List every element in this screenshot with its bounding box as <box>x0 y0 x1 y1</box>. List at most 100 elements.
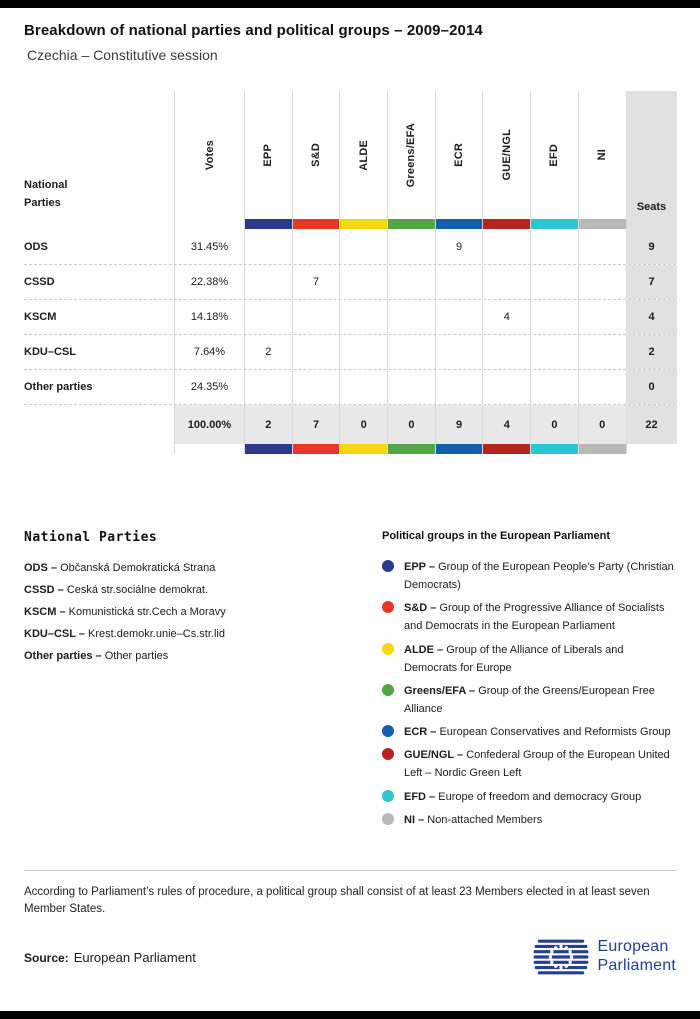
table-row-kdu-csl: KDU–CSL 7.64% 2 2 <box>24 334 677 369</box>
gue-ngl-header-label: GUE/NGL <box>500 129 513 181</box>
european-parliament-logo: European Parliament <box>533 938 676 976</box>
table-row-total: 100.00% 2 7 0 0 9 4 0 0 22 <box>24 404 677 444</box>
total-seats-cell: 9 <box>625 229 677 264</box>
seat-cell-greens-efa <box>387 265 435 299</box>
group-legend-item-ecr: ECR – European Conservatives and Reformi… <box>382 723 676 741</box>
ecr-color-bar <box>434 444 483 454</box>
seat-cell-gue-ngl <box>482 370 530 404</box>
seat-cell-gue-ngl <box>482 229 530 264</box>
votes-cell: 31.45% <box>174 229 244 264</box>
seat-cell-epp: 2 <box>244 335 292 369</box>
seats-header-label: Seats <box>636 201 667 213</box>
corner-header-national-parties: National Parties <box>24 91 174 229</box>
total-cell-epp: 2 <box>244 405 292 444</box>
seat-cell-ecr <box>434 265 483 299</box>
seat-cell-gue-ngl: 4 <box>482 300 530 334</box>
group-column-header-ecr: ECR <box>434 91 483 229</box>
seat-cell-ecr <box>434 300 483 334</box>
gue-ngl-color-bar <box>482 444 531 454</box>
page-subtitle: Czechia – Constitutive session <box>27 47 218 63</box>
bottom-color-bars <box>24 444 676 454</box>
seat-cell-epp <box>244 300 292 334</box>
corner-label-line: Parties <box>24 197 61 210</box>
total-seats-cell: 7 <box>625 265 677 299</box>
seat-cell-greens-efa <box>387 335 435 369</box>
seat-cell-alde <box>339 370 387 404</box>
greens-efa-color-bar <box>388 219 435 229</box>
epp-color-bar <box>245 219 292 229</box>
empty-cell <box>24 405 174 444</box>
total-cell-sd: 7 <box>291 405 340 444</box>
seats-column-header: Seats <box>625 91 677 229</box>
votes-cell: 24.35% <box>174 370 244 404</box>
seat-cell-ecr <box>434 370 483 404</box>
seat-cell-epp <box>244 370 292 404</box>
seat-cell-ecr <box>434 335 483 369</box>
party-legend-item: CSSD – Ceská str.sociálne demokrat. <box>24 584 209 596</box>
seat-cell-greens-efa <box>387 229 435 264</box>
seat-cell-ecr: 9 <box>434 229 483 264</box>
corner-label-line: National <box>24 178 68 191</box>
greens-efa-color-bar <box>387 444 435 454</box>
sd-color-bar <box>291 444 340 454</box>
total-seats-cell: 4 <box>625 300 677 334</box>
gue-ngl-legend-dot <box>382 748 394 761</box>
party-name-cell: Other parties <box>24 381 93 393</box>
political-groups-legend-title: Political groups in the European Parliam… <box>382 530 610 542</box>
table-row-kscm: KSCM 14.18% 4 4 <box>24 299 677 334</box>
ecr-legend-dot <box>382 725 394 738</box>
efd-header-label: EFD <box>548 143 561 167</box>
political-groups-legend: Political groups in the European Parliam… <box>382 530 676 834</box>
votes-cell: 14.18% <box>174 300 244 334</box>
ecr-color-bar <box>435 219 483 229</box>
source-value: European Parliament <box>73 949 196 965</box>
total-cell-greens-efa: 0 <box>387 405 435 444</box>
procedure-note: According to Parliament’s rules of proce… <box>24 885 650 916</box>
seat-cell-sd: 7 <box>291 265 340 299</box>
group-legend-item-efd: EFD – Europe of freedom and democracy Gr… <box>382 788 676 806</box>
alde-legend-dot <box>382 642 394 655</box>
sd-legend-dot <box>382 601 394 614</box>
seat-cell-efd <box>530 370 578 404</box>
group-column-header-gue-ngl: GUE/NGL <box>482 91 531 229</box>
total-seats-cell: 2 <box>625 335 677 369</box>
source-row: Source: European Parliament <box>24 938 676 976</box>
total-seats-cell: 0 <box>625 370 677 404</box>
total-cell-efd: 0 <box>530 405 578 444</box>
total-cell-ecr: 9 <box>434 405 483 444</box>
party-name-cell: KSCM <box>24 311 57 323</box>
group-legend-item-alde: ALDE – Group of the Alliance of Liberals… <box>382 641 676 677</box>
seat-cell-sd <box>291 335 340 369</box>
seat-cell-epp <box>244 229 292 264</box>
gue-ngl-color-bar <box>483 219 531 229</box>
seat-cell-efd <box>530 229 578 264</box>
table-row-cssd: CSSD 22.38% 7 7 <box>24 264 677 299</box>
table-row-ods: ODS 31.45% 9 9 <box>24 229 677 264</box>
table-row-other-parties: Other parties 24.35% 0 <box>24 369 677 404</box>
group-column-header-greens-efa: Greens/EFA <box>387 91 435 229</box>
efd-color-bar <box>530 444 578 454</box>
empty-cell <box>174 444 244 454</box>
seat-cell-alde <box>339 335 387 369</box>
page-content: Breakdown of national parties and politi… <box>24 22 677 976</box>
seat-cell-ni <box>577 370 626 404</box>
seat-cell-greens-efa <box>387 370 435 404</box>
group-legend-item-gue-ngl: GUE/NGL – Confederal Group of the Europe… <box>382 746 676 782</box>
seat-cell-sd <box>291 300 340 334</box>
results-table: National Parties Votes EPP S&D ALDE Gree… <box>24 91 677 454</box>
sd-header-label: S&D <box>310 143 323 167</box>
page-title: Breakdown of national parties and politi… <box>24 22 483 39</box>
legend-section: National Parties ODS – Občanská Demokrat… <box>24 530 676 834</box>
epp-header-label: EPP <box>262 143 275 167</box>
group-column-header-sd: S&D <box>291 91 340 229</box>
ni-header-label: NI <box>596 149 609 161</box>
seat-cell-epp <box>244 265 292 299</box>
greens-efa-legend-dot <box>382 683 394 696</box>
seat-cell-efd <box>530 300 578 334</box>
table-header: National Parties Votes EPP S&D ALDE Gree… <box>24 91 677 229</box>
votes-cell: 7.64% <box>174 335 244 369</box>
party-legend-item: Other parties – Other parties <box>24 650 169 662</box>
seat-cell-ni <box>577 335 626 369</box>
seat-cell-ni <box>577 265 626 299</box>
party-name-cell: CSSD <box>24 276 55 288</box>
